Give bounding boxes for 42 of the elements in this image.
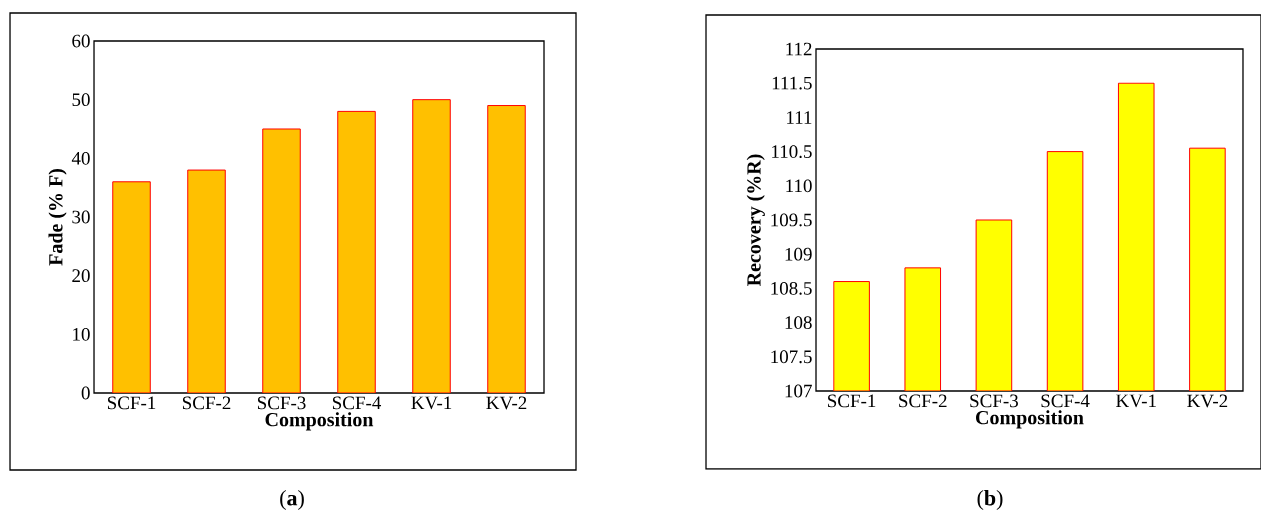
y-tick-label: 107 bbox=[785, 384, 812, 398]
text: (b) bbox=[977, 490, 1003, 510]
y-tick-label: 60 bbox=[72, 34, 90, 48]
y-tick-label: 111 bbox=[787, 111, 812, 124]
x-axis-title: Composition bbox=[265, 412, 374, 431]
x-tick-label: KV-1 bbox=[1116, 394, 1156, 408]
bar bbox=[187, 169, 226, 393]
y-tick-label: 110 bbox=[786, 179, 812, 193]
bar bbox=[112, 181, 151, 393]
y-tick-label: 50 bbox=[72, 93, 90, 107]
y-tick-label: 10 bbox=[73, 327, 90, 341]
x-tick-label: SCF-2 bbox=[182, 396, 231, 410]
y-tick-label: 108.5 bbox=[771, 281, 812, 295]
y-axis-title: Recovery (%R) bbox=[746, 154, 765, 286]
y-tick-label: 0 bbox=[81, 386, 90, 400]
x-tick-label: SCF-3 bbox=[970, 394, 1018, 408]
y-tick-label: 109.5 bbox=[771, 213, 812, 227]
x-tick-label: SCF-1 bbox=[107, 396, 156, 410]
x-tick-label: KV-2 bbox=[1187, 394, 1228, 408]
bar bbox=[487, 105, 526, 393]
y-tick-label: 111.5 bbox=[772, 76, 812, 90]
x-tick-label: KV-1 bbox=[411, 396, 452, 410]
x-tick-label: KV-2 bbox=[486, 396, 527, 410]
x-tick-label: SCF-3 bbox=[257, 396, 306, 410]
x-tick-label: SCF-1 bbox=[828, 394, 876, 408]
text: (a) bbox=[280, 490, 304, 510]
x-axis-title: Composition bbox=[976, 410, 1084, 429]
y-tick-label: 107.5 bbox=[771, 350, 812, 364]
bar bbox=[337, 110, 376, 393]
y-axis-title: Fade (% F) bbox=[48, 168, 67, 266]
bar bbox=[412, 99, 451, 393]
bar bbox=[262, 128, 301, 393]
x-tick-label: SCF-4 bbox=[332, 396, 382, 410]
y-tick-label: 40 bbox=[71, 151, 90, 165]
y-tick-label: 108 bbox=[785, 316, 812, 329]
y-tick-label: 109 bbox=[785, 247, 812, 261]
y-tick-label: 110.5 bbox=[772, 145, 812, 159]
x-tick-label: SCF-4 bbox=[1041, 394, 1090, 408]
y-tick-label: 30 bbox=[72, 210, 90, 224]
y-tick-label: 20 bbox=[72, 269, 90, 283]
y-tick-label: 112 bbox=[786, 42, 812, 56]
x-tick-label: SCF-2 bbox=[899, 394, 947, 408]
